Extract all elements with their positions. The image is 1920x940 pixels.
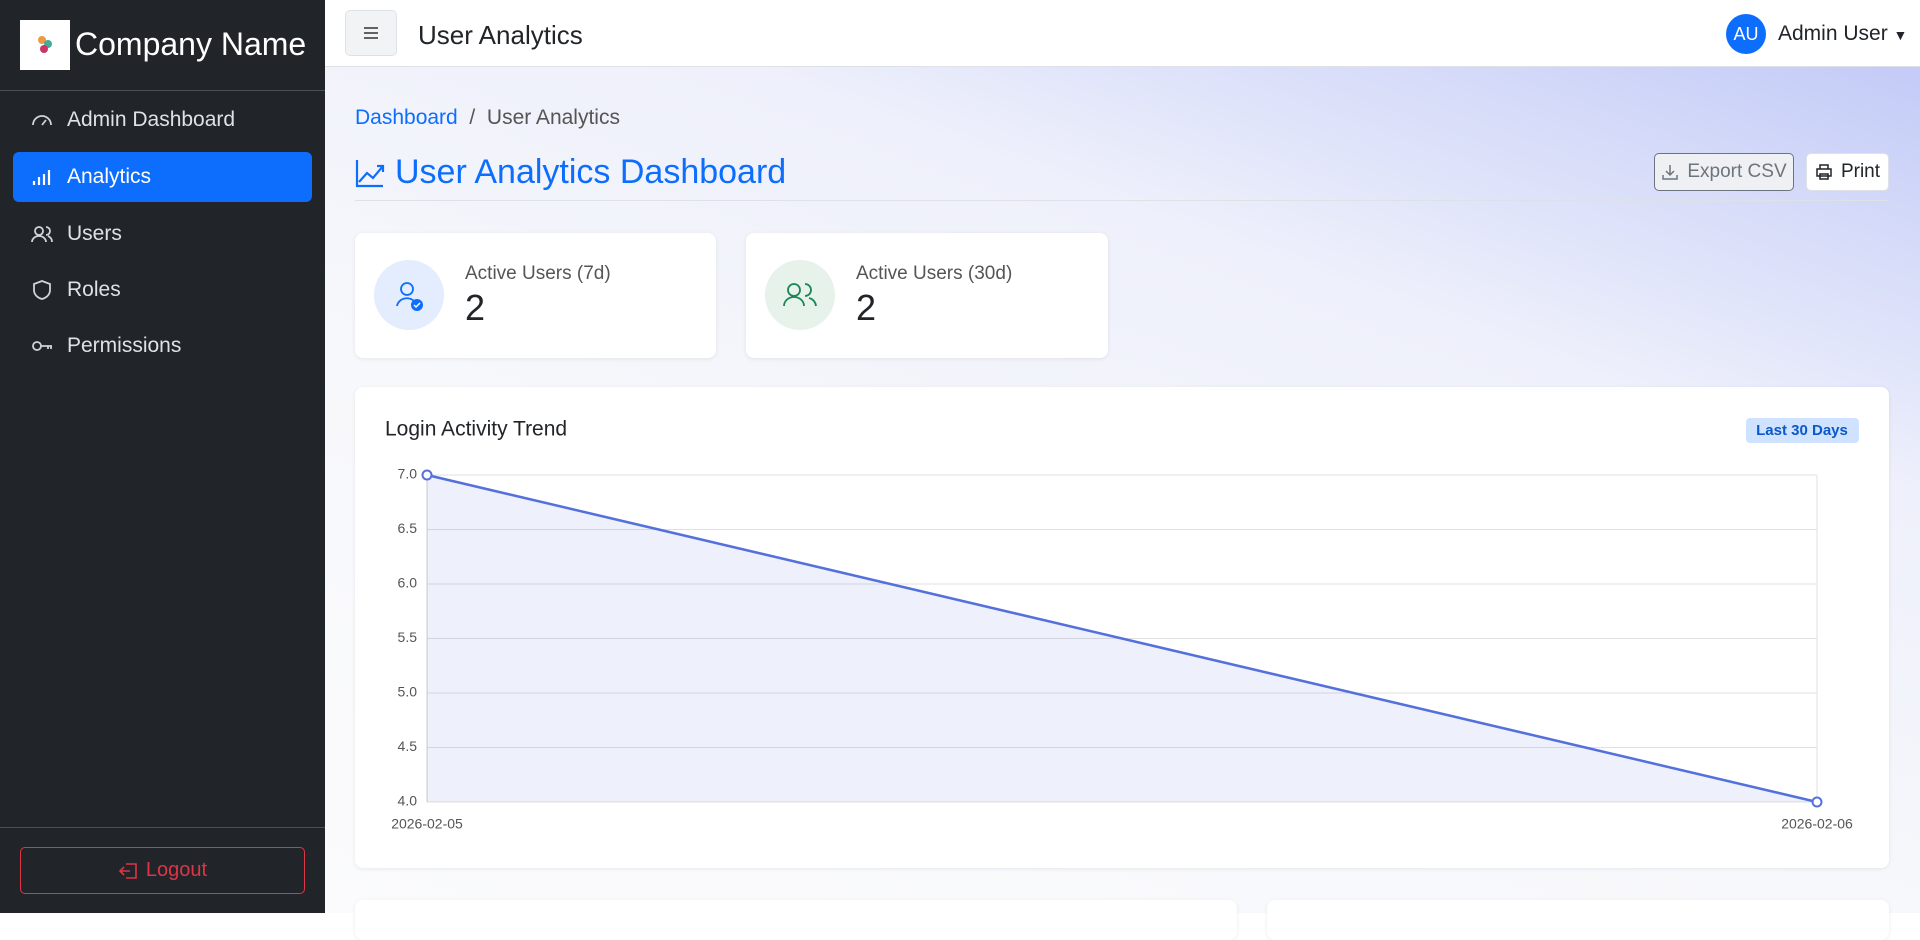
nav-item[interactable]: Users <box>13 209 312 259</box>
divider <box>0 90 325 91</box>
y-tick-label: 5.5 <box>398 629 418 645</box>
logo <box>20 20 70 70</box>
icon <box>33 280 51 300</box>
point <box>1811 796 1823 808</box>
breadcrumb-link[interactable]: Dashboard <box>355 106 458 129</box>
breadcrumb-current: User Analytics <box>486 106 620 129</box>
page: Company Name Admin Dashboard Analytics U… <box>0 0 1920 913</box>
nav-item[interactable]: Permissions <box>13 321 312 371</box>
logout-label: Logout <box>145 859 208 881</box>
chart-title: Login Activity Trend <box>385 418 567 441</box>
button-label: Export CSV <box>1687 161 1787 182</box>
divider <box>355 200 1889 201</box>
x-tick-label: 2026-02-05 <box>391 816 463 832</box>
y-tick-label: 4.5 <box>398 738 418 754</box>
nav-label: Permissions <box>67 334 182 357</box>
title-icon <box>355 160 385 188</box>
icon <box>31 226 53 243</box>
logout-button[interactable]: Logout <box>20 847 305 894</box>
stat-card: Active Users (7d) 2 <box>355 233 716 358</box>
card <box>1267 900 1889 940</box>
line <box>426 473 1818 804</box>
stat-icon <box>765 260 835 330</box>
breadcrumb: Dashboard / User Analytics <box>355 106 620 129</box>
stat-value: 2 <box>465 287 486 328</box>
chart: Login Activity Trend Last 30 Days 4.0 4.5… <box>385 418 1859 832</box>
badge <box>1746 418 1859 443</box>
icon <box>1816 164 1832 180</box>
y-tick-label: 4.0 <box>398 793 418 809</box>
point <box>421 469 433 481</box>
nav-label: Admin Dashboard <box>67 108 236 131</box>
export-button[interactable]: Export CSV <box>1654 153 1794 191</box>
icon <box>396 282 423 311</box>
divider <box>0 827 325 828</box>
nav-label: Roles <box>67 278 121 301</box>
y-tick-label: 7.0 <box>398 466 418 482</box>
stat-label: Active Users (7d) <box>465 263 611 284</box>
icon <box>1662 165 1679 180</box>
menu-toggle[interactable] <box>345 10 397 56</box>
avatar: AU <box>1726 14 1766 54</box>
nav-item[interactable]: Admin Dashboard <box>13 95 312 145</box>
nav-label: Analytics <box>67 165 152 188</box>
brand: Company Name <box>75 26 307 62</box>
user-name: Admin User <box>1778 22 1888 45</box>
icon <box>32 115 52 126</box>
topbar: User Analytics AU Admin User ▼ <box>325 0 1920 67</box>
nav-item[interactable]: Roles <box>13 265 312 315</box>
user-menu[interactable]: Admin User ▼ <box>1778 22 1907 46</box>
card <box>355 900 1237 940</box>
logo-icon <box>38 36 52 53</box>
stat-value: 2 <box>856 287 877 328</box>
stat-label: Active Users (30d) <box>856 263 1013 284</box>
stat-card: Active Users (30d) 2 <box>746 233 1108 358</box>
x-tick-label: 2026-02-06 <box>1781 816 1853 832</box>
page-title: User Analytics Dashboard <box>395 153 787 191</box>
y-tick-label: 6.5 <box>398 520 418 536</box>
print-button[interactable]: Print <box>1806 153 1889 191</box>
header-title: User Analytics <box>418 20 583 50</box>
sidebar: Company Name Admin Dashboard Analytics U… <box>0 0 325 913</box>
stat-icon <box>374 260 444 330</box>
caret: ▼ <box>1893 27 1908 43</box>
y-tick-label: 6.0 <box>398 575 418 591</box>
chart-card <box>355 387 1889 868</box>
icon <box>118 862 137 879</box>
icon <box>32 170 51 185</box>
y-tick-label: 5.0 <box>398 684 418 700</box>
icon <box>783 283 817 307</box>
badge-label: Last 30 Days <box>1756 422 1848 439</box>
button-label: Print <box>1840 161 1881 182</box>
nav-item[interactable]: Analytics <box>13 152 312 202</box>
icon <box>32 341 52 351</box>
icon <box>364 27 378 39</box>
nav-label: Users <box>67 222 122 245</box>
